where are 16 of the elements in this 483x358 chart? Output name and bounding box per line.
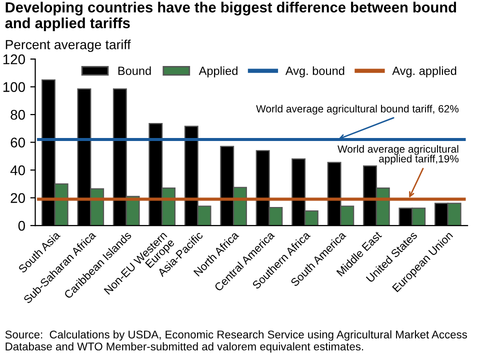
y-tick-label: 80: [10, 110, 25, 120]
y-tick-label: 20: [10, 193, 25, 203]
legend-label: Bound: [118, 66, 151, 76]
y-tick-label: 0: [18, 220, 25, 231]
y-axis-title: Percent average tariff: [6, 40, 131, 52]
y-tick-label: 40: [10, 165, 25, 176]
annotation: World average agricultural applied tariff,19%: [338, 145, 459, 164]
y-tick-label: 100: [3, 82, 25, 92]
legend-label: Avg. applied: [392, 66, 456, 78]
legend-label: Applied: [198, 66, 238, 78]
chart-title: Developing countries have the biggest difference between bound and applied tariffs: [5, 2, 456, 32]
legend-label: Avg. bound: [285, 66, 344, 78]
y-tick-label: 120: [3, 54, 25, 64]
source-note: Source: Calculations by USDA, Economic Research Service using Agricultural Market Access Database and WTO Member-submitted ad valorem equivalent estimates.: [5, 330, 467, 353]
y-tick-label: 60: [10, 138, 25, 148]
annotation: World average agricultural bound tariff, 62%: [256, 104, 459, 115]
